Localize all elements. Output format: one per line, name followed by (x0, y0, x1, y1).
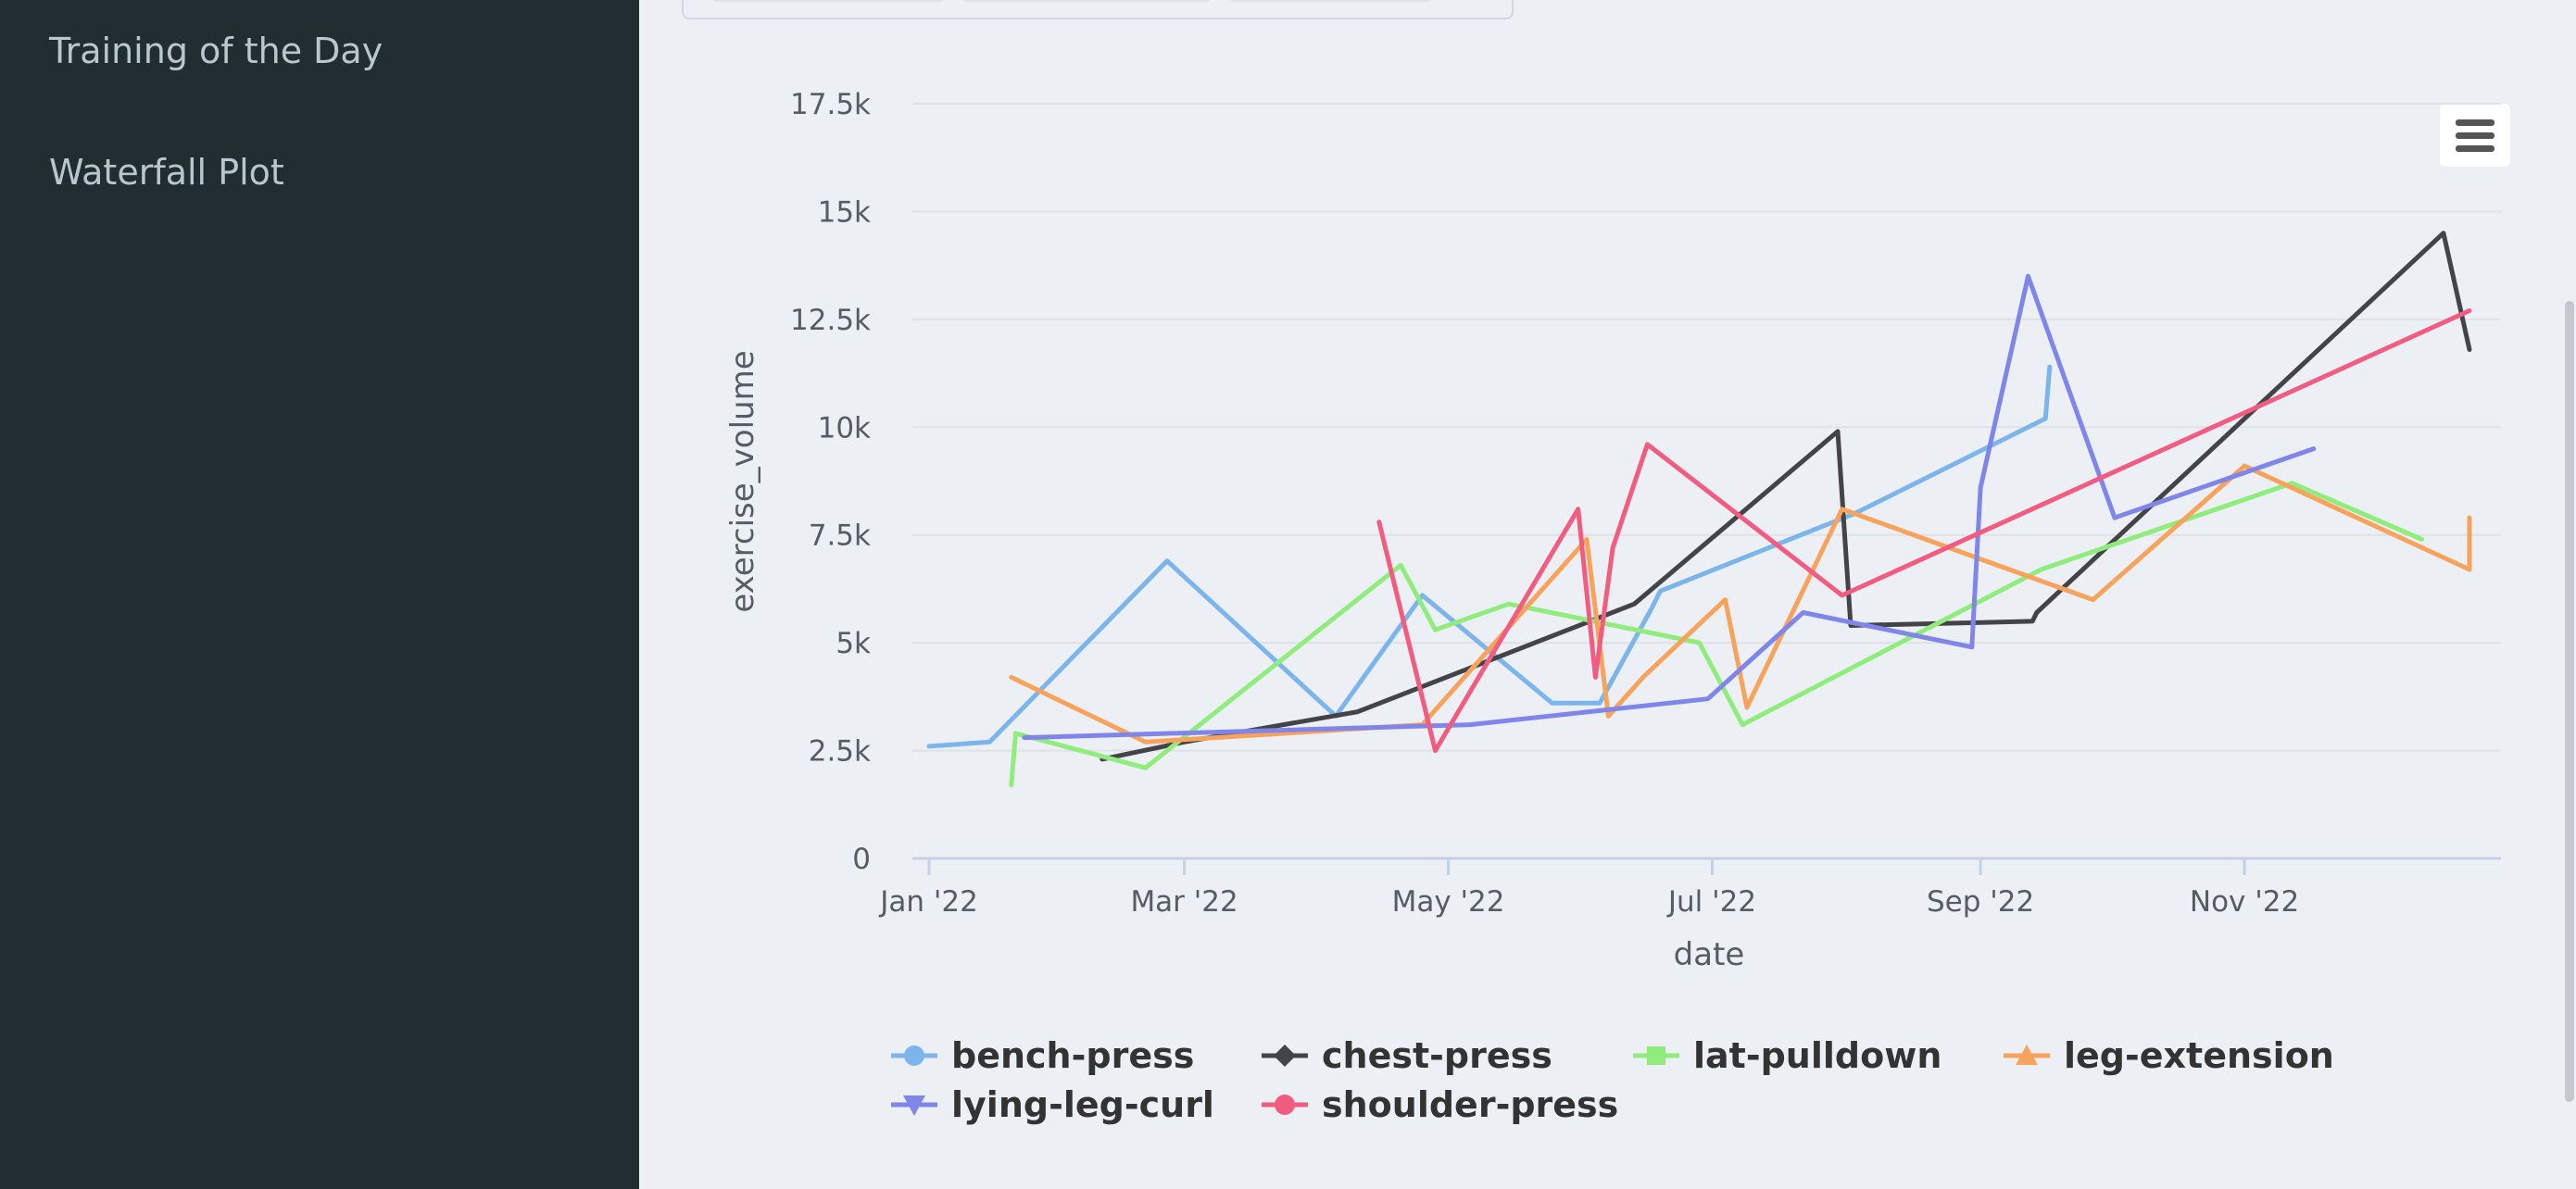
x-tick-label: Sep '22 (1927, 885, 2034, 919)
menu-icon-bar (2456, 132, 2494, 139)
legend-marker-icon (903, 1095, 925, 1116)
legend-item-lat-pulldown[interactable]: lat-pulldown (1633, 1035, 1941, 1076)
legend-label: chest-press (1322, 1035, 1552, 1076)
top-tab[interactable] (961, 0, 1212, 2)
sidebar-item-waterfall-plot[interactable]: Waterfall Plot (49, 152, 284, 193)
series-line-lying-leg-curl (1022, 273, 2317, 741)
chart-context-menu-button[interactable] (2440, 104, 2510, 167)
y-axis-title: exercise_volume (724, 350, 761, 612)
y-tick-label: 2.5k (809, 735, 871, 769)
legend-label: lying-leg-curl (951, 1084, 1214, 1125)
menu-icon-bar (2456, 119, 2494, 126)
main-content (639, 0, 2576, 1189)
legend-item-bench-press[interactable]: bench-press (891, 1035, 1194, 1076)
series-line-shoulder-press (1376, 308, 2472, 754)
y-tick-label: 0 (852, 843, 871, 876)
top-controls-box (682, 0, 1514, 19)
scrollbar[interactable] (2563, 0, 2576, 1189)
series-line-chest-press (1100, 231, 2472, 762)
top-tab[interactable] (1228, 0, 1432, 2)
y-tick-label: 12.5k (790, 304, 871, 337)
legend-item-shoulder-press[interactable]: shoulder-press (1262, 1084, 1618, 1125)
legend-item-chest-press[interactable]: chest-press (1262, 1035, 1552, 1076)
legend-item-leg-extension[interactable]: leg-extension (2004, 1035, 2334, 1076)
x-tick-label: May '22 (1392, 885, 1505, 919)
legend-label: shoulder-press (1322, 1084, 1618, 1125)
menu-icon-bar (2456, 145, 2494, 152)
legend-marker-icon (904, 1045, 924, 1066)
series-line-bench-press (926, 364, 2053, 749)
x-axis-title: date (1674, 936, 1745, 973)
x-tick-label: Jul '22 (1666, 885, 1756, 919)
legend-item-lying-leg-curl[interactable]: lying-leg-curl (891, 1084, 1214, 1125)
top-tab[interactable] (711, 0, 945, 2)
y-tick-label: 10k (818, 411, 871, 444)
legend-marker-icon (1275, 1095, 1295, 1115)
legend-label: leg-extension (2064, 1035, 2334, 1076)
x-tick-label: Nov '22 (2190, 885, 2299, 919)
y-tick-label: 5k (836, 627, 871, 660)
sidebar: Training of the Day Waterfall Plot (0, 0, 639, 1189)
legend-marker-icon (1274, 1045, 1296, 1067)
y-tick-label: 17.5k (790, 88, 871, 121)
sidebar-item-training-of-the-day[interactable]: Training of the Day (49, 31, 383, 71)
y-tick-label: 7.5k (809, 519, 871, 553)
x-tick-label: Mar '22 (1130, 885, 1238, 919)
y-tick-label: 15k (818, 195, 871, 229)
legend-label: lat-pulldown (1693, 1035, 1941, 1076)
x-tick-label: Jan '22 (878, 885, 978, 919)
series-line-lat-pulldown (1009, 481, 2425, 788)
legend-label: bench-press (951, 1035, 1194, 1076)
scrollbar-thumb[interactable] (2565, 301, 2574, 1102)
legend-marker-icon (1647, 1046, 1665, 1065)
legend-marker-icon (2016, 1045, 2038, 1065)
